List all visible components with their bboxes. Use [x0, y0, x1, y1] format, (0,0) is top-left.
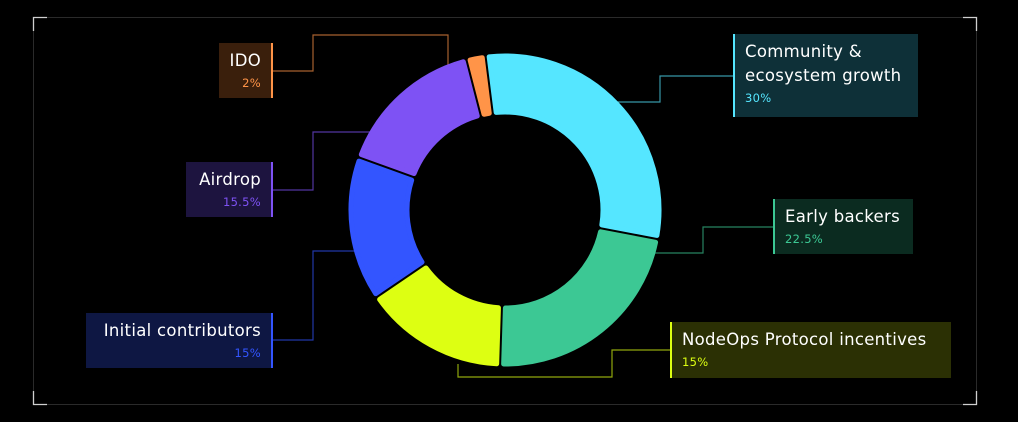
callout-label: IDO	[229, 51, 261, 70]
callout-airdrop: Airdrop 15.5%	[186, 162, 273, 217]
callout-label: NodeOps Protocol incentives	[682, 330, 927, 349]
slice-initial-contributors	[348, 158, 425, 297]
callout-nodeops: NodeOps Protocol incentives 15%	[670, 322, 951, 378]
donut-slices	[348, 53, 662, 367]
connector-early-backers	[652, 226, 773, 254]
slice-airdrop	[358, 59, 480, 177]
connector-airdrop	[273, 131, 370, 191]
callout-label: Initial contributors	[103, 321, 261, 340]
callout-early-backers: Early backers 22.5%	[773, 199, 913, 254]
slice-ido	[467, 55, 492, 117]
slice-early-backers	[501, 229, 659, 367]
callout-percent: 2%	[242, 76, 261, 90]
callout-percent: 15%	[682, 355, 709, 369]
callout-label: Community & ecosystem growth	[745, 42, 902, 85]
callout-label: Early backers	[785, 207, 900, 226]
connector-ido	[273, 34, 449, 72]
callout-initial-contributors: Initial contributors 15%	[86, 313, 273, 368]
chart-frame	[33, 17, 977, 405]
callout-ido: IDO 2%	[219, 43, 273, 98]
callout-percent: 15%	[234, 346, 261, 360]
slice-community	[486, 53, 662, 238]
callout-percent: 30%	[745, 91, 772, 105]
slice-nodeops	[377, 265, 501, 367]
callout-community: Community & ecosystem growth 30%	[733, 34, 918, 117]
connector-community	[612, 75, 733, 103]
callout-percent: 15.5%	[222, 195, 261, 209]
frame-corners	[32, 16, 978, 406]
connector-lines	[273, 34, 773, 378]
callout-label: Airdrop	[199, 170, 261, 189]
callout-percent: 22.5%	[785, 232, 824, 246]
connector-initial-contributors	[273, 250, 355, 341]
connector-nodeops	[457, 349, 670, 378]
